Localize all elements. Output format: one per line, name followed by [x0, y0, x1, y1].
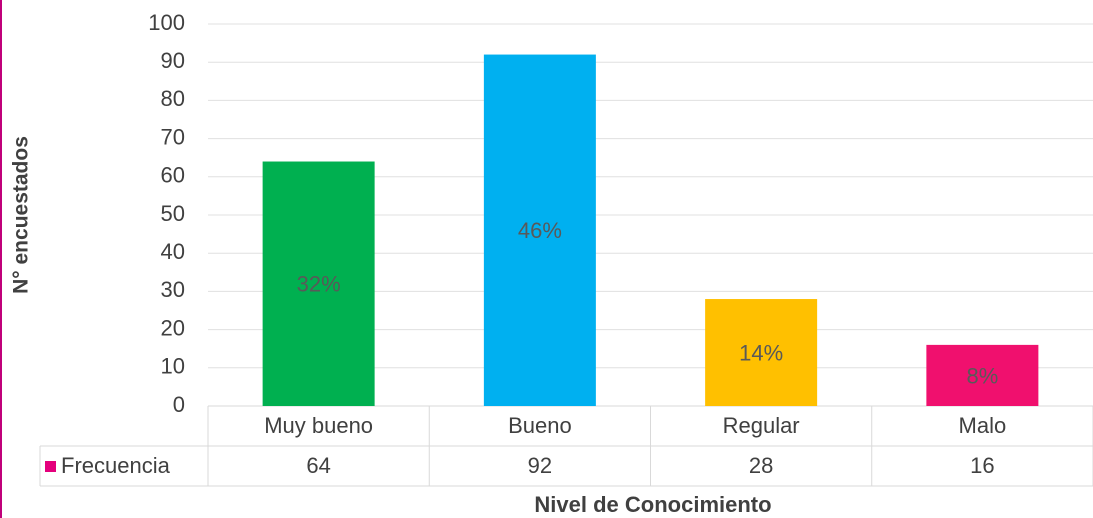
table-value: 64	[306, 453, 330, 478]
x-axis-label: Nivel de Conocimiento	[534, 492, 771, 517]
table-value: 16	[970, 453, 994, 478]
bar	[705, 299, 818, 406]
legend-label: Frecuencia	[61, 453, 171, 478]
bar	[483, 54, 596, 407]
y-tick-label: 60	[161, 163, 185, 188]
y-tick-label: 50	[161, 201, 185, 226]
percent-label: 32%	[297, 272, 341, 297]
bar	[926, 344, 1039, 406]
y-axis-label: N° encuestados	[10, 136, 33, 294]
y-tick-label: 90	[161, 48, 185, 73]
y-tick-label: 40	[161, 239, 185, 264]
percent-label: 46%	[518, 218, 562, 243]
table-value: 92	[528, 453, 552, 478]
x-tick-label: Muy bueno	[264, 413, 373, 438]
y-tick-label: 70	[161, 124, 185, 149]
y-tick-label: 100	[148, 10, 185, 35]
percent-label: 8%	[966, 363, 998, 388]
percent-label: 14%	[739, 340, 783, 365]
y-tick-label: 80	[161, 86, 185, 111]
y-tick-label: 0	[173, 392, 185, 417]
y-tick-label: 10	[161, 354, 185, 379]
table-value: 28	[749, 453, 773, 478]
x-tick-label: Regular	[723, 413, 800, 438]
y-tick-label: 30	[161, 277, 185, 302]
legend-swatch	[45, 461, 56, 472]
y-tick-label: 20	[161, 315, 185, 340]
x-tick-label: Bueno	[508, 413, 572, 438]
bar	[262, 161, 375, 406]
x-tick-label: Malo	[959, 413, 1007, 438]
